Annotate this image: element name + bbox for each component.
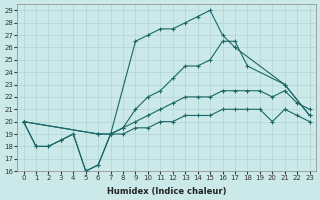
X-axis label: Humidex (Indice chaleur): Humidex (Indice chaleur) bbox=[107, 187, 226, 196]
